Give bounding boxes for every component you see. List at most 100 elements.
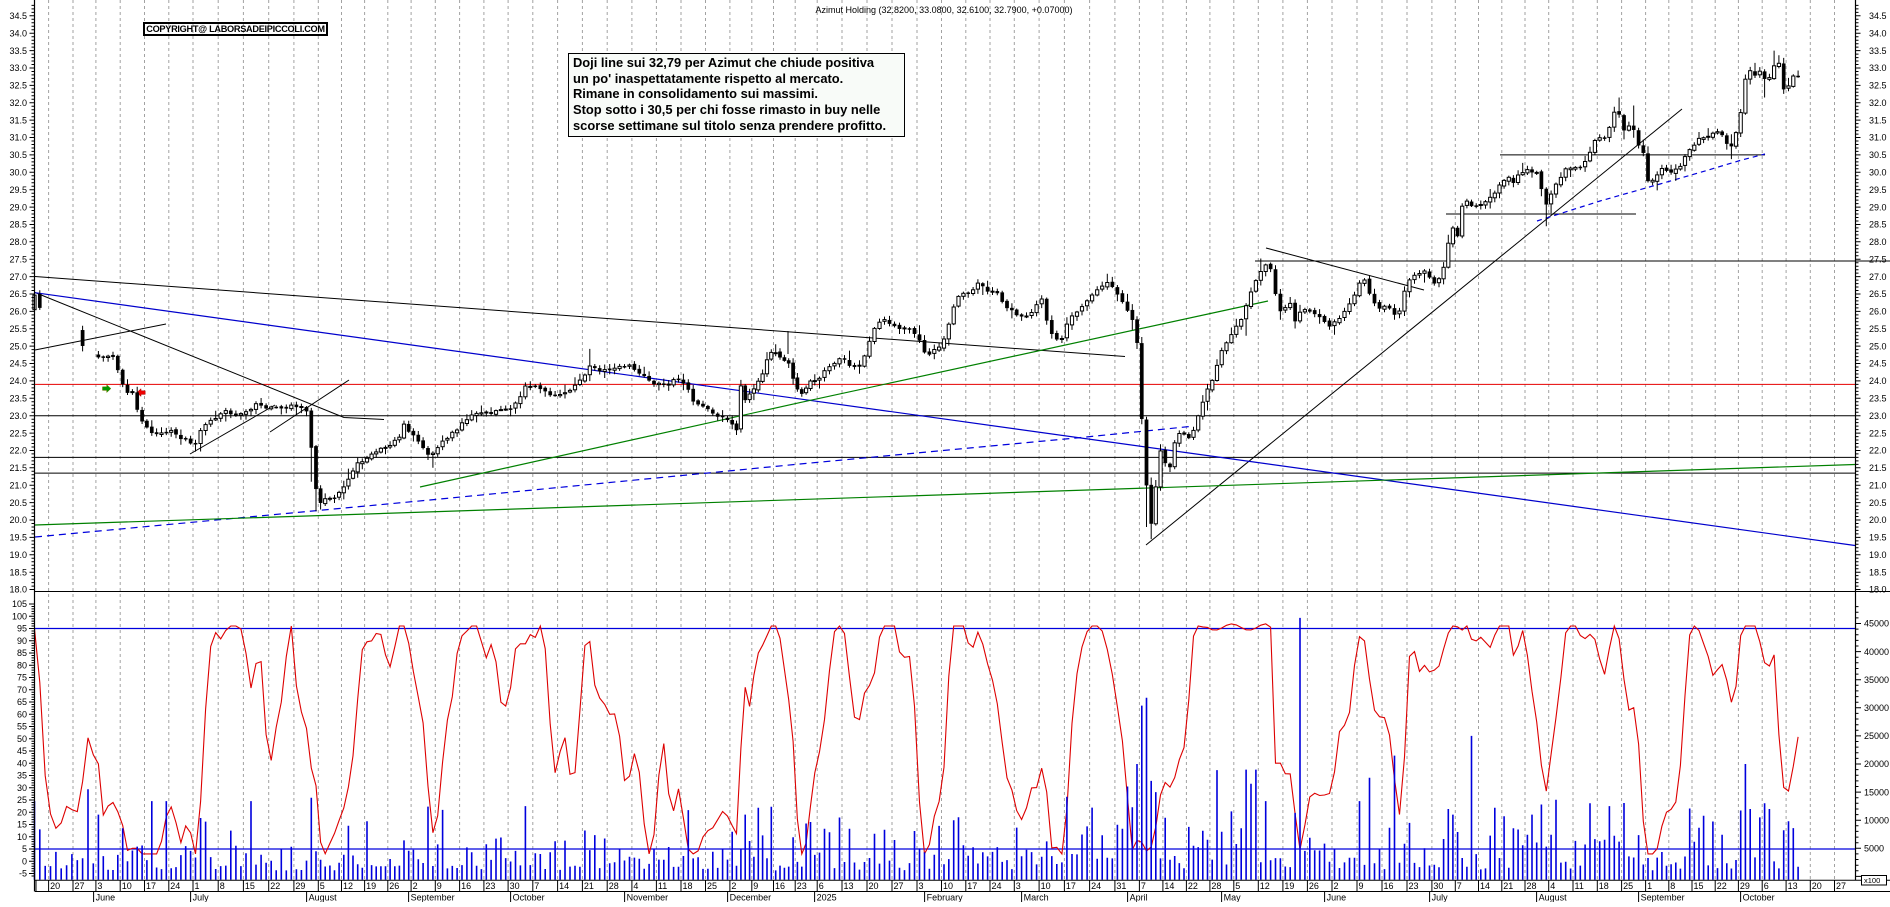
svg-text:32.5: 32.5 <box>1869 81 1887 91</box>
svg-text:1: 1 <box>1647 881 1652 891</box>
svg-text:22: 22 <box>270 881 280 891</box>
svg-text:22: 22 <box>1188 881 1198 891</box>
svg-text:23: 23 <box>1409 881 1419 891</box>
svg-text:20.0: 20.0 <box>1869 515 1887 525</box>
svg-text:6: 6 <box>1764 881 1769 891</box>
svg-text:80: 80 <box>17 661 27 671</box>
svg-text:18: 18 <box>683 881 693 891</box>
svg-text:32.5: 32.5 <box>9 81 27 91</box>
svg-text:28.0: 28.0 <box>1869 237 1887 247</box>
svg-text:18.5: 18.5 <box>9 567 27 577</box>
svg-text:100: 100 <box>12 612 27 622</box>
svg-text:13: 13 <box>844 881 854 891</box>
svg-text:3: 3 <box>1016 881 1021 891</box>
svg-text:23: 23 <box>485 881 495 891</box>
svg-text:35: 35 <box>17 771 27 781</box>
svg-text:May: May <box>1224 893 1242 903</box>
svg-text:60: 60 <box>17 710 27 720</box>
svg-text:27: 27 <box>1836 881 1846 891</box>
svg-text:31.0: 31.0 <box>1869 133 1887 143</box>
svg-text:28.0: 28.0 <box>9 237 27 247</box>
svg-text:30.0: 30.0 <box>9 168 27 178</box>
svg-text:34.5: 34.5 <box>1869 11 1887 21</box>
svg-text:18.5: 18.5 <box>1869 567 1887 577</box>
svg-text:5: 5 <box>1235 881 1240 891</box>
svg-text:July: July <box>1432 893 1449 903</box>
svg-text:5000: 5000 <box>1864 844 1884 854</box>
svg-text:17: 17 <box>146 881 156 891</box>
svg-text:24: 24 <box>170 881 180 891</box>
svg-text:26.0: 26.0 <box>1869 307 1887 317</box>
svg-text:3: 3 <box>97 881 102 891</box>
svg-text:22.5: 22.5 <box>9 428 27 438</box>
svg-text:21.5: 21.5 <box>9 463 27 473</box>
svg-text:31.5: 31.5 <box>9 115 27 125</box>
svg-text:15000: 15000 <box>1864 787 1889 797</box>
svg-text:22: 22 <box>1717 881 1727 891</box>
svg-text:32.0: 32.0 <box>1869 98 1887 108</box>
svg-text:30000: 30000 <box>1864 703 1889 713</box>
svg-text:70: 70 <box>17 685 27 695</box>
svg-text:27.0: 27.0 <box>9 272 27 282</box>
svg-text:10000: 10000 <box>1864 815 1889 825</box>
svg-text:28: 28 <box>1211 881 1221 891</box>
svg-text:September: September <box>411 893 455 903</box>
svg-text:50: 50 <box>17 734 27 744</box>
svg-text:15: 15 <box>245 881 255 891</box>
svg-text:Azimut Holding (32.8200, 33.08: Azimut Holding (32.8200, 33.0800, 32.610… <box>816 5 1073 15</box>
svg-text:23.5: 23.5 <box>9 394 27 404</box>
svg-text:24.5: 24.5 <box>9 359 27 369</box>
svg-text:27: 27 <box>894 881 904 891</box>
svg-text:10: 10 <box>943 881 953 891</box>
svg-text:9: 9 <box>1359 881 1364 891</box>
svg-text:20.0: 20.0 <box>9 515 27 525</box>
svg-text:34.0: 34.0 <box>1869 28 1887 38</box>
svg-text:29.5: 29.5 <box>1869 185 1887 195</box>
svg-text:28.5: 28.5 <box>1869 220 1887 230</box>
svg-text:19.5: 19.5 <box>1869 533 1887 543</box>
svg-text:27.5: 27.5 <box>9 254 27 264</box>
svg-text:65: 65 <box>17 697 27 707</box>
svg-text:4: 4 <box>1550 881 1555 891</box>
svg-text:2: 2 <box>413 881 418 891</box>
svg-text:35000: 35000 <box>1864 675 1889 685</box>
svg-text:21.0: 21.0 <box>1869 480 1887 490</box>
svg-text:25: 25 <box>17 795 27 805</box>
svg-text:31.0: 31.0 <box>9 133 27 143</box>
svg-text:16: 16 <box>775 881 785 891</box>
svg-text:32.0: 32.0 <box>9 98 27 108</box>
svg-text:40: 40 <box>17 759 27 769</box>
svg-text:19: 19 <box>366 881 376 891</box>
svg-text:5: 5 <box>320 881 325 891</box>
svg-text:8: 8 <box>1670 881 1675 891</box>
svg-text:-5: -5 <box>19 869 27 879</box>
svg-text:26.5: 26.5 <box>9 289 27 299</box>
svg-text:9: 9 <box>437 881 442 891</box>
svg-text:19: 19 <box>1284 881 1294 891</box>
svg-text:28: 28 <box>1527 881 1537 891</box>
svg-text:10: 10 <box>122 881 132 891</box>
svg-text:25: 25 <box>707 881 717 891</box>
svg-text:x100: x100 <box>1864 876 1880 885</box>
svg-text:9: 9 <box>753 881 758 891</box>
svg-text:19.0: 19.0 <box>1869 550 1887 560</box>
svg-text:24: 24 <box>1091 881 1101 891</box>
svg-text:20: 20 <box>869 881 879 891</box>
svg-text:23.5: 23.5 <box>1869 394 1887 404</box>
svg-text:27.0: 27.0 <box>1869 272 1887 282</box>
svg-text:30: 30 <box>1433 881 1443 891</box>
svg-text:18: 18 <box>1599 881 1609 891</box>
svg-text:August: August <box>309 893 338 903</box>
svg-text:19.0: 19.0 <box>9 550 27 560</box>
svg-text:31.5: 31.5 <box>1869 115 1887 125</box>
svg-text:26: 26 <box>389 881 399 891</box>
svg-text:28.5: 28.5 <box>9 220 27 230</box>
svg-text:3: 3 <box>919 881 924 891</box>
svg-text:June: June <box>96 893 116 903</box>
svg-text:29: 29 <box>1740 881 1750 891</box>
svg-text:26: 26 <box>1309 881 1319 891</box>
svg-text:21: 21 <box>1503 881 1513 891</box>
svg-text:8: 8 <box>220 881 225 891</box>
svg-text:10: 10 <box>17 832 27 842</box>
svg-text:95: 95 <box>17 624 27 634</box>
